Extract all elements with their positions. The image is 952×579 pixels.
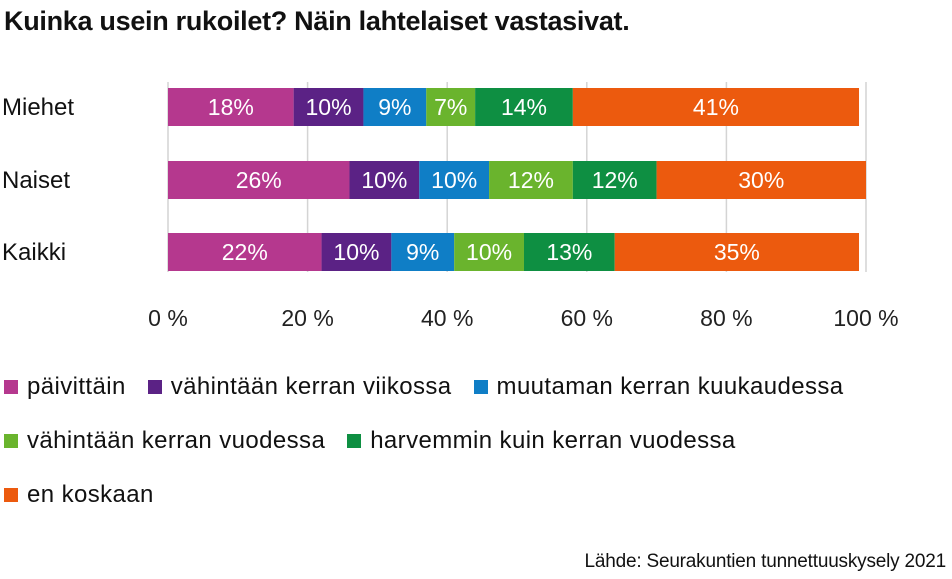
data-label: 14% [501, 94, 547, 120]
category-label: Miehet [2, 94, 74, 121]
data-label: 7% [434, 94, 467, 120]
data-label: 30% [738, 167, 784, 193]
x-tick-label: 60 % [561, 305, 613, 331]
category-label: Kaikki [2, 239, 66, 266]
legend-swatch [473, 380, 488, 394]
legend-swatch [4, 380, 18, 394]
legend-item: en koskaan [4, 481, 154, 509]
legend-label: päivittäin [27, 373, 126, 400]
bar-segment [168, 233, 322, 271]
legend-item: päivittäin [4, 373, 126, 401]
bar-segment [363, 88, 427, 126]
data-label: 10% [466, 239, 512, 265]
data-label: 18% [208, 94, 254, 120]
legend-label: harvemmin kuin kerran vuodessa [370, 427, 736, 454]
data-label: 10% [361, 167, 407, 193]
category-label: Naiset [2, 167, 70, 194]
legend-row: en koskaan [4, 480, 176, 510]
data-label: 9% [406, 239, 439, 265]
legend-item: vähintään kerran vuodessa [4, 427, 325, 455]
x-tick-label: 20 % [281, 305, 333, 331]
legend-row: vähintään kerran vuodessa harvemmin kuin … [4, 426, 758, 456]
bar-segment [523, 233, 615, 271]
data-label: 12% [592, 167, 638, 193]
data-label: 10% [306, 94, 352, 120]
bar-segment [426, 88, 476, 126]
x-tick-label: 40 % [421, 305, 473, 331]
legend-swatch [4, 488, 18, 502]
bar-segment [349, 161, 420, 199]
legend-item: harvemmin kuin kerran vuodessa [347, 427, 736, 455]
bar-segment [572, 161, 657, 199]
chart-title: Kuinka usein rukoilet? Näin lahtelaiset … [4, 6, 630, 36]
source-note: Lähde: Seurakuntien tunnettuuskysely 202… [584, 551, 946, 572]
bar-segment [489, 161, 573, 199]
bar-segment [454, 233, 524, 271]
stacked-bar-chart: 0 % 20 % 40 % 60 % 80 % 100 % Miehet 18% 10% 9% 7%… [2, 82, 899, 331]
bar-segment [656, 161, 866, 199]
bar-segment [572, 88, 860, 126]
data-label: 10% [333, 239, 379, 265]
bar-segment [168, 161, 350, 199]
data-label: 9% [378, 94, 411, 120]
legend-item: vähintään kerran viikossa [147, 373, 452, 401]
bar-segment [419, 161, 490, 199]
legend-label: en koskaan [27, 481, 154, 508]
x-tick-label: 80 % [700, 305, 752, 331]
bar-segment [391, 233, 455, 271]
data-label: 22% [222, 239, 268, 265]
data-label: 12% [508, 167, 554, 193]
bar-segment [168, 88, 294, 126]
data-label: 41% [693, 94, 739, 120]
legend-label: vähintään kerran viikossa [170, 373, 452, 400]
data-label: 26% [236, 167, 282, 193]
legend-swatch [347, 434, 362, 448]
data-label: 10% [431, 167, 477, 193]
bar-segment [293, 88, 364, 126]
bar-segment [475, 88, 573, 126]
legend-item: muutaman kerran kuukaudessa [473, 373, 844, 401]
legend-swatch [4, 434, 18, 448]
x-tick-label: 0 % [148, 305, 188, 331]
legend-row: päivittäin vähintään kerran viikossa muuta… [4, 372, 866, 402]
data-label: 13% [546, 239, 592, 265]
bar-segment [614, 233, 860, 271]
legend-label: muutaman kerran kuukaudessa [496, 373, 844, 400]
bar-segment [321, 233, 392, 271]
x-tick-label: 100 % [833, 305, 898, 331]
data-label: 35% [714, 239, 760, 265]
legend-label: vähintään kerran vuodessa [27, 427, 326, 454]
legend-swatch [147, 380, 162, 394]
